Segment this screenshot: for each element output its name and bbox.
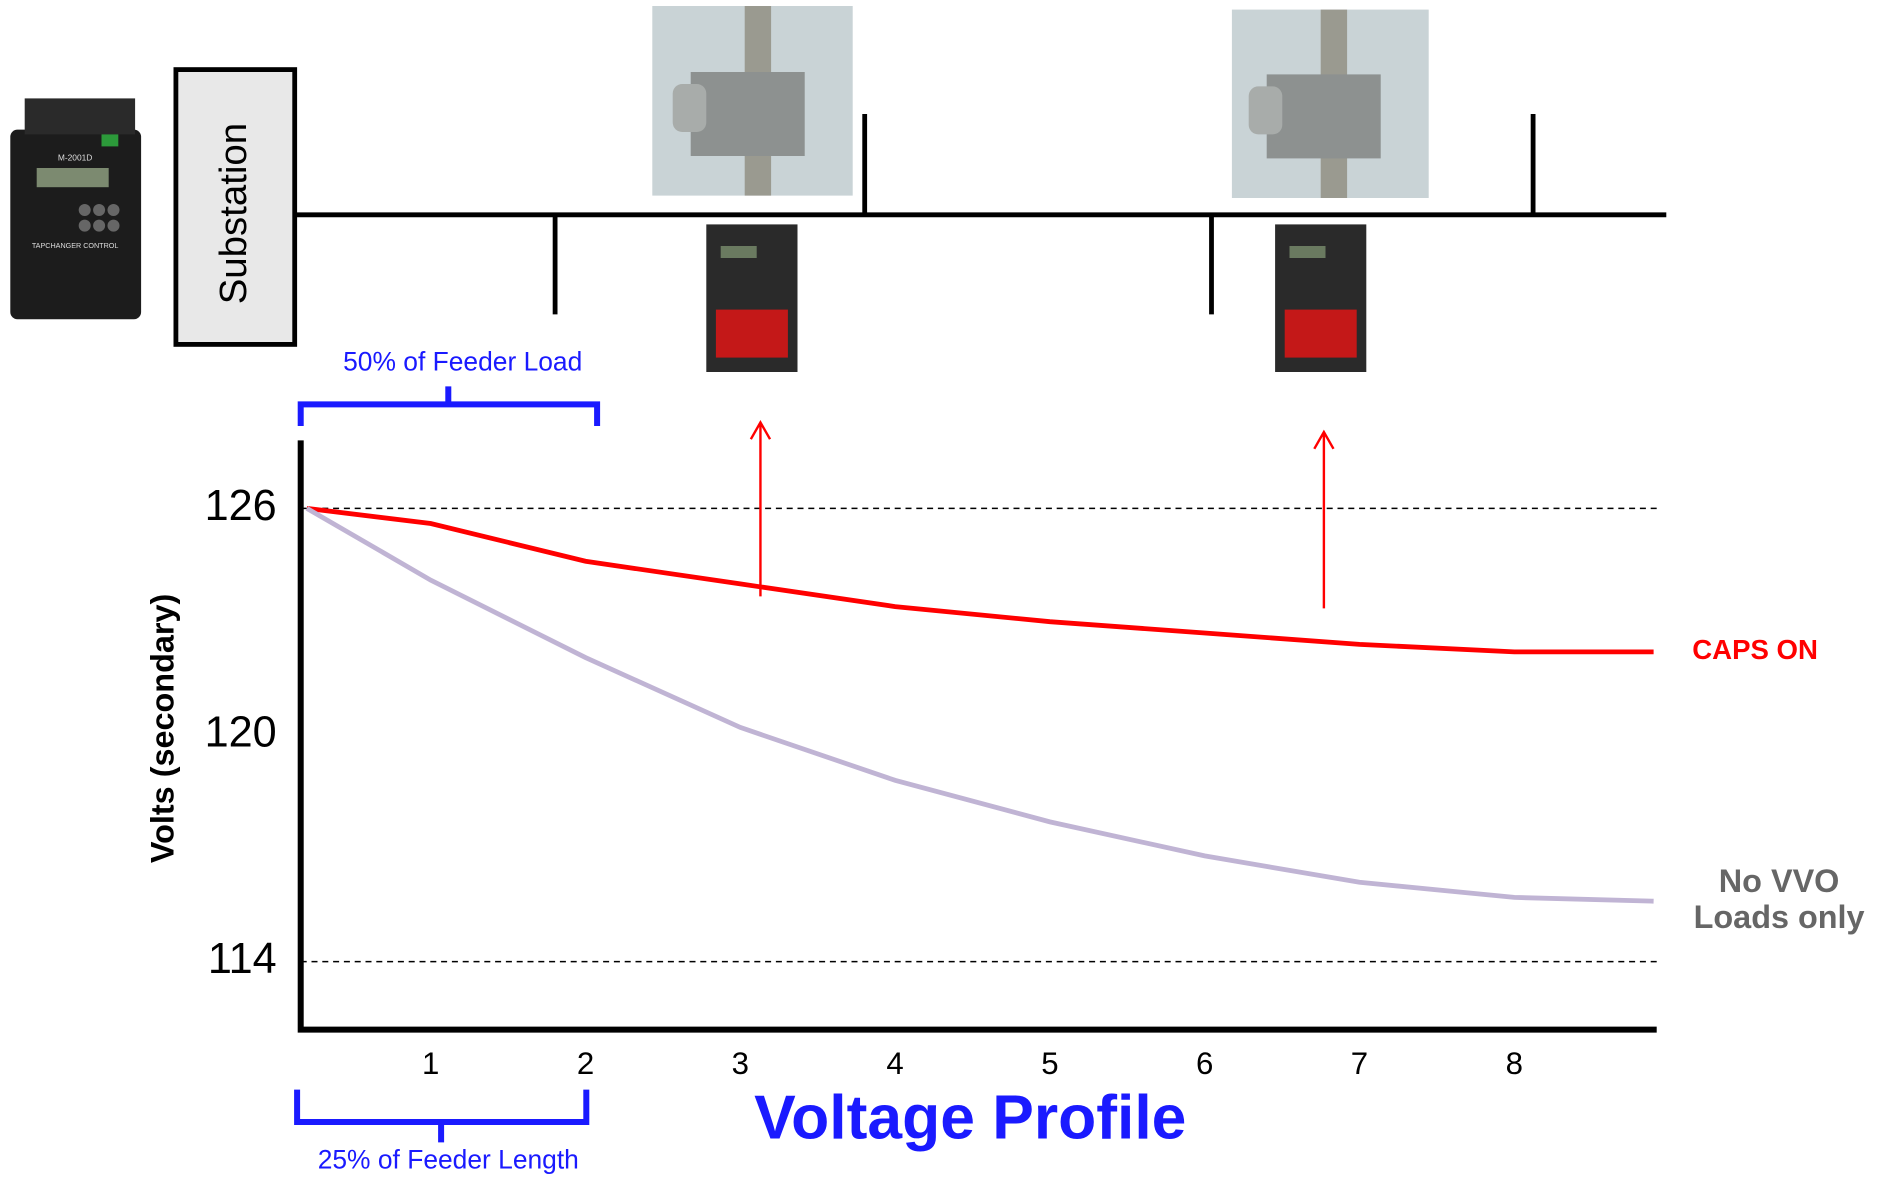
x-tick-label: 7	[1351, 1046, 1368, 1081]
x-tick-label: 6	[1196, 1046, 1213, 1081]
regulator-photo	[1232, 10, 1429, 198]
tapchanger-device: M-2001D TAPCHANGER CONTROL	[10, 98, 141, 319]
y-tick-label: 114	[208, 935, 277, 983]
series-line	[307, 508, 1654, 901]
page: M-2001D TAPCHANGER CONTROL Substation 50…	[0, 0, 1883, 1182]
regulator-photo	[652, 6, 852, 196]
feeder	[295, 114, 1667, 314]
load-annotation: 50% of Feeder Load	[343, 347, 582, 377]
load-bracket	[301, 386, 597, 426]
substation-label: Substation	[212, 123, 255, 304]
axes	[301, 440, 1657, 1029]
x-tick-label: 3	[732, 1046, 749, 1081]
regulator-control	[706, 224, 797, 372]
regulator-control	[1275, 224, 1366, 372]
y-tick-label: 120	[205, 708, 277, 756]
series-label: CAPS ON	[1692, 634, 1818, 665]
length-annotation: 25% of Feeder Length	[318, 1145, 579, 1175]
x-tick-label: 1	[422, 1046, 439, 1081]
chart-title: Voltage Profile	[754, 1083, 1186, 1152]
device-name: TAPCHANGER CONTROL	[32, 241, 119, 250]
length-bracket	[297, 1090, 586, 1143]
x-tick-label: 5	[1041, 1046, 1058, 1081]
x-tick-label: 2	[577, 1046, 594, 1081]
y-tick-label: 126	[205, 482, 277, 530]
x-tick-label: 8	[1506, 1046, 1523, 1081]
y-axis-label: Volts (secondary)	[145, 594, 181, 863]
device-model: M-2001D	[58, 153, 93, 163]
series-line	[307, 508, 1654, 652]
boost-arrow	[751, 422, 770, 596]
x-tick-label: 4	[886, 1046, 903, 1081]
boost-arrow	[1314, 432, 1333, 608]
